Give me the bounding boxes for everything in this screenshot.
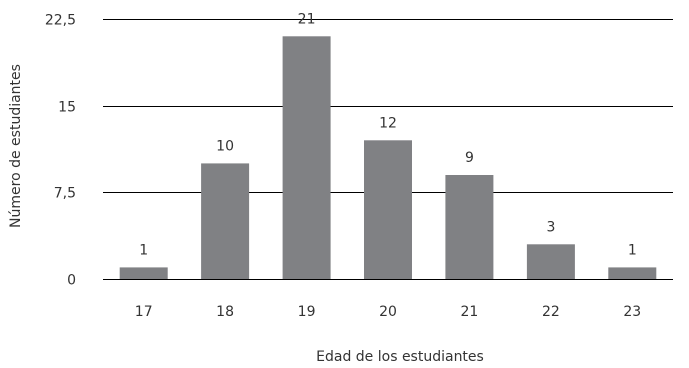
x-tick-label: 19	[298, 304, 316, 320]
bar	[201, 163, 250, 279]
x-tick-label: 18	[216, 304, 234, 320]
data-label: 12	[379, 115, 397, 131]
x-tick-label: 20	[379, 304, 397, 320]
x-axis-label: Edad de los estudiantes	[316, 349, 484, 365]
data-label: 3	[546, 219, 555, 235]
y-tick-label: 22,5	[45, 13, 76, 29]
data-label: 1	[628, 242, 637, 258]
y-axis-label: Número de estudiantes	[8, 64, 24, 228]
y-tick-label: 7,5	[54, 186, 76, 202]
x-tick-label: 22	[542, 304, 560, 320]
x-tick-labels: 17 18 19 20 21 22 23	[135, 304, 641, 320]
x-tick-label: 21	[460, 304, 478, 320]
y-tick-label: 0	[67, 273, 76, 289]
gridlines	[103, 19, 673, 280]
data-labels: 1 10 21 12 9 3 1	[139, 11, 637, 258]
data-label: 9	[465, 150, 474, 166]
bar	[119, 267, 168, 279]
bar	[608, 267, 657, 279]
y-tick-labels: 0 7,5 15 22,5	[45, 13, 76, 289]
x-tick-label: 23	[623, 304, 641, 320]
x-tick-label: 17	[135, 304, 153, 320]
bar	[364, 140, 412, 279]
data-label: 1	[139, 242, 148, 258]
bar	[526, 244, 575, 279]
data-label: 10	[216, 138, 234, 154]
bar	[282, 36, 331, 279]
bars	[119, 36, 657, 279]
data-label: 21	[298, 11, 316, 27]
bar	[445, 175, 494, 279]
y-tick-label: 15	[58, 100, 76, 116]
